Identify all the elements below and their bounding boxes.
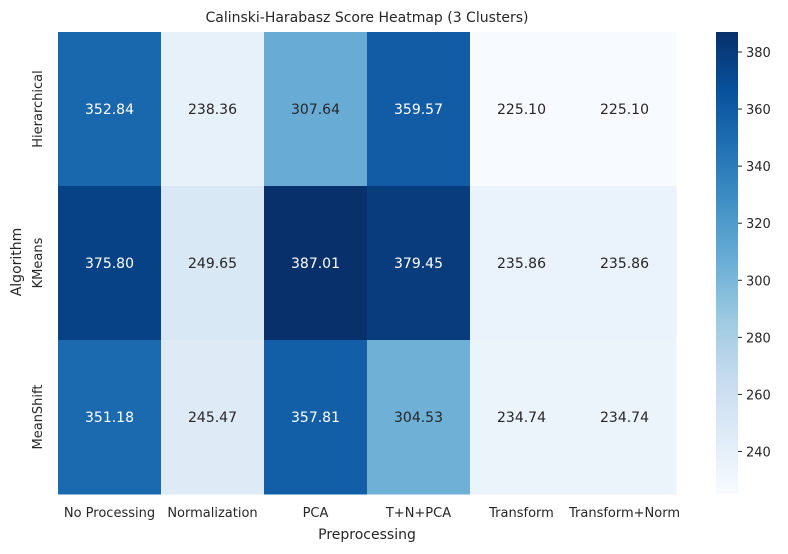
cell-value-label: 225.10 — [497, 102, 546, 118]
colorbar-tick-label: 360 — [746, 103, 771, 118]
colorbar-tick-label: 240 — [746, 445, 771, 460]
heatmap-cells: 352.84 238.36 307.64 359.57 225.10 225.10 375.… — [58, 32, 677, 495]
cell-value-label: 387.01 — [291, 256, 340, 272]
x-tick-label: T+N+PCA — [385, 506, 451, 521]
colorbar-tick-label: 340 — [746, 160, 771, 175]
heatmap-cell — [161, 186, 265, 341]
heatmap-cell — [161, 32, 265, 187]
cell-value-label: 245.47 — [188, 410, 237, 426]
chart-title: Calinski-Harabasz Score Heatmap (3 Clust… — [205, 10, 528, 26]
cell-value-label: 225.10 — [600, 102, 649, 118]
y-axis-label: Algorithm — [9, 228, 25, 297]
cell-value-label: 235.86 — [497, 256, 546, 272]
cell-value-label: 351.18 — [85, 410, 134, 426]
heatmap-cell — [58, 340, 162, 495]
colorbar-tick-label: 380 — [746, 46, 771, 61]
cell-value-label: 307.64 — [291, 102, 340, 118]
y-tick-label: MeanShift — [31, 385, 46, 450]
x-axis-ticks: No Processing Normalization PCA T+N+PCA Tran… — [64, 506, 680, 521]
colorbar-ticks: 240 260 280 300 320 340 360 380 — [738, 46, 771, 460]
x-tick-label: Transform — [488, 506, 554, 521]
cell-value-label: 357.81 — [291, 410, 340, 426]
x-tick-label: PCA — [303, 506, 329, 521]
colorbar-tick-label: 320 — [746, 217, 771, 232]
y-tick-label: Hierarchical — [31, 70, 46, 147]
colorbar-tick-label: 280 — [746, 331, 771, 346]
cell-value-label: 359.57 — [394, 102, 443, 118]
cell-value-label: 379.45 — [394, 256, 443, 272]
cell-value-label: 238.36 — [188, 102, 237, 118]
heatmap-cell — [367, 32, 471, 187]
colorbar — [716, 32, 738, 494]
colorbar-tick-label: 300 — [746, 274, 771, 289]
heatmap-cell — [573, 340, 677, 495]
heatmap-cell — [367, 186, 471, 341]
cell-value-label: 352.84 — [85, 102, 134, 118]
x-axis-label: Preprocessing — [318, 527, 416, 543]
x-tick-label: No Processing — [64, 506, 155, 521]
cell-value-label: 234.74 — [497, 410, 546, 426]
x-tick-label: Transform+Norm — [568, 506, 680, 521]
heatmap-cell — [264, 186, 368, 341]
heatmap-cell — [264, 340, 368, 495]
heatmap-cell — [161, 340, 265, 495]
heatmap-cell — [58, 32, 162, 187]
cell-value-label: 304.53 — [394, 410, 443, 426]
heatmap-cell — [264, 32, 368, 187]
heatmap-cell — [573, 32, 677, 187]
heatmap-cell — [58, 186, 162, 341]
cell-value-label: 234.74 — [600, 410, 649, 426]
cell-value-label: 249.65 — [188, 256, 237, 272]
y-axis-ticks: Hierarchical KMeans MeanShift — [31, 70, 46, 449]
heatmap-cell — [470, 186, 574, 341]
heatmap-cell — [367, 340, 471, 495]
cell-value-label: 235.86 — [600, 256, 649, 272]
x-tick-label: Normalization — [167, 506, 257, 521]
cell-value-label: 375.80 — [85, 256, 134, 272]
heatmap-cell — [573, 186, 677, 341]
heatmap-cell — [470, 32, 574, 187]
y-tick-label: KMeans — [31, 237, 46, 288]
colorbar-tick-label: 260 — [746, 388, 771, 403]
heatmap-cell — [470, 340, 574, 495]
